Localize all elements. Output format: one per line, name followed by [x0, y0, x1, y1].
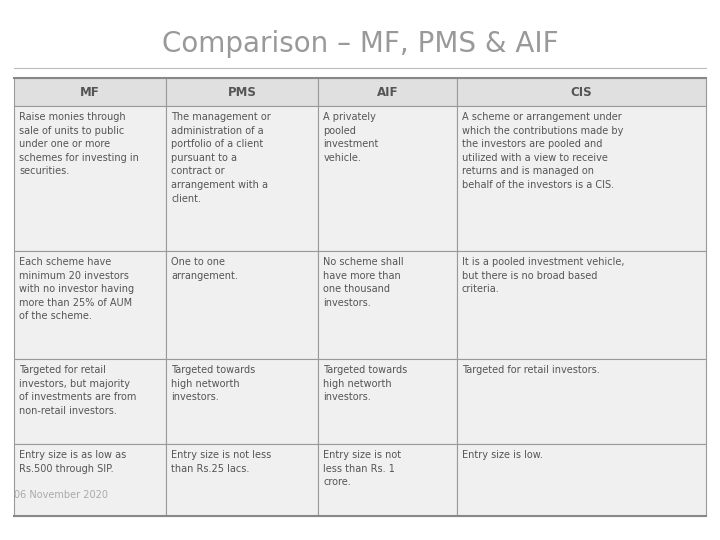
Text: AIF: AIF	[377, 85, 398, 98]
Text: One to one
arrangement.: One to one arrangement.	[171, 257, 238, 281]
Text: Comparison – MF, PMS & AIF: Comparison – MF, PMS & AIF	[162, 30, 558, 58]
Bar	[457, 444, 706, 516]
Bar	[14, 106, 166, 251]
Text: Entry size is low.: Entry size is low.	[462, 450, 543, 460]
Bar	[166, 444, 318, 516]
Bar	[166, 359, 318, 444]
Text: Each scheme have
minimum 20 investors
with no investor having
more than 25% of A: Each scheme have minimum 20 investors wi…	[19, 257, 134, 321]
Text: Entry size is not less
than Rs.25 lacs.: Entry size is not less than Rs.25 lacs.	[171, 450, 271, 474]
Bar	[166, 106, 318, 251]
Text: Targeted towards
high networth
investors.: Targeted towards high networth investors…	[323, 365, 408, 402]
Bar	[457, 359, 706, 444]
Text: 06 November 2020: 06 November 2020	[14, 490, 108, 500]
Bar	[318, 444, 457, 516]
Bar	[457, 78, 706, 106]
Bar	[457, 106, 706, 251]
Bar	[14, 251, 166, 359]
Text: A privately
pooled
investment
vehicle.: A privately pooled investment vehicle.	[323, 112, 379, 163]
Bar	[14, 444, 166, 516]
Text: Targeted towards
high networth
investors.: Targeted towards high networth investors…	[171, 365, 256, 402]
Text: No scheme shall
have more than
one thousand
investors.: No scheme shall have more than one thous…	[323, 257, 404, 308]
Bar	[318, 251, 457, 359]
Bar	[166, 251, 318, 359]
Text: Raise monies through
sale of units to public
under one or more
schemes for inves: Raise monies through sale of units to pu…	[19, 112, 139, 177]
Text: Targeted for retail investors.: Targeted for retail investors.	[462, 365, 600, 375]
Text: Targeted for retail
investors, but majority
of investments are from
non-retail i: Targeted for retail investors, but major…	[19, 365, 136, 416]
Bar	[318, 106, 457, 251]
Bar	[14, 78, 166, 106]
Bar	[14, 359, 166, 444]
Bar	[318, 359, 457, 444]
Text: MF: MF	[80, 85, 100, 98]
Text: Entry size is as low as
Rs.500 through SIP.: Entry size is as low as Rs.500 through S…	[19, 450, 126, 474]
Text: CIS: CIS	[571, 85, 593, 98]
Text: Entry size is not
less than Rs. 1
crore.: Entry size is not less than Rs. 1 crore.	[323, 450, 402, 487]
Text: It is a pooled investment vehicle,
but there is no broad based
criteria.: It is a pooled investment vehicle, but t…	[462, 257, 624, 294]
Text: The management or
administration of a
portfolio of a client
pursuant to a
contra: The management or administration of a po…	[171, 112, 271, 204]
Text: A scheme or arrangement under
which the contributions made by
the investors are : A scheme or arrangement under which the …	[462, 112, 624, 190]
Bar	[318, 78, 457, 106]
Bar	[457, 251, 706, 359]
Text: PMS: PMS	[228, 85, 257, 98]
Bar	[166, 78, 318, 106]
